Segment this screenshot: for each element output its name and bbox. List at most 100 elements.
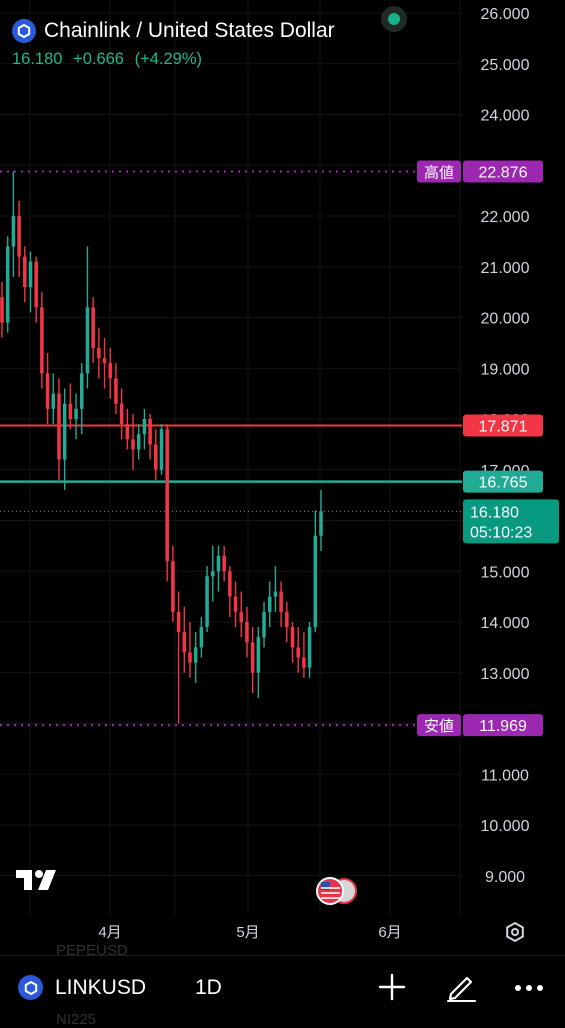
candle-body [79,373,84,409]
candle-body [45,373,50,409]
price-chart[interactable]: 26.00025.00024.00023.00022.00021.00020.0… [0,0,565,955]
candle-body [273,591,278,597]
candle-body [267,596,272,612]
candle-body [148,419,152,445]
bottom-toolbar [0,955,565,1025]
plus-icon[interactable] [377,972,407,1002]
candle-body [250,642,255,673]
candle-body [302,657,306,668]
pen-icon[interactable] [445,970,477,1002]
candle-body [119,403,124,425]
candle-body [171,561,175,612]
tradingview-logo[interactable] [16,868,62,897]
high-price-tag-bg [463,160,543,183]
chainlink-icon [12,19,36,43]
price-summary: 16.180 +0.666 (+4.29%) [12,50,445,69]
chart-header: Chainlink / United States Dollar 16.180 … [12,14,445,69]
y-tick-label: 24.000 [481,108,530,125]
candle-body [296,647,300,658]
red-line-value: 17.871 [479,419,528,436]
candle-body [245,622,249,643]
candle-body [102,358,107,364]
high-tag-bg [417,160,461,183]
candle-body [154,444,158,470]
high-price-value: 22.876 [479,165,528,182]
candle-body [74,408,78,419]
x-tick-label: 5月 [236,924,259,941]
x-tick-label: 4月 [98,924,121,941]
candle-body [233,596,238,612]
candle-body [205,576,209,628]
candle-body [11,216,16,247]
high-tag-label: 高値 [424,165,454,182]
last-price-value: 16.180 [470,504,519,521]
candle-body [313,535,318,628]
price-change: +0.666 [73,50,124,68]
candle-body [159,429,164,470]
candle-body [256,637,261,673]
bar-countdown: 05:10:23 [470,524,532,541]
candle-body [193,647,198,663]
candle-body [51,393,56,409]
last-price: 16.180 [12,50,63,68]
candle-body [216,556,221,572]
price-change-percent: (+4.29%) [134,50,203,68]
candle-body [97,347,101,359]
settings-icon-hub [511,928,519,936]
y-tick-label: 20.000 [481,311,530,328]
candle-body [108,363,112,379]
symbol-button[interactable]: LINKUSD [55,976,147,999]
candle-body [319,511,323,536]
x-tick-label: 6月 [378,924,401,941]
candle-body [211,571,215,577]
low-tag-bg [417,714,461,737]
candle-body [28,261,33,288]
y-tick-label: 25.000 [481,57,530,74]
flag-front [316,877,344,905]
candle-body [279,591,283,612]
candle-body [262,611,266,638]
candle-body [136,434,141,450]
settings-icon [506,921,524,943]
candle-body [91,307,95,348]
interval-button[interactable]: 1D [195,976,222,999]
candle-body [17,216,21,257]
candle-body [199,627,204,648]
y-tick-label: 11.000 [481,767,529,784]
candle-body [188,652,192,663]
y-tick-label: 19.000 [481,361,530,378]
flag-canton [321,882,330,890]
red-line-tag-bg [463,414,543,437]
green-line-tag-bg [463,470,543,493]
y-tick-label: 9.000 [485,869,525,886]
candle-body [68,403,73,419]
y-tick-label: 14.000 [481,615,530,632]
symbol-title[interactable]: Chainlink / United States Dollar [44,19,335,42]
settings-icon-shape [506,921,524,943]
us-flag-icon [316,877,357,905]
y-tick-label: 22.000 [481,209,530,226]
candle-body [239,611,244,622]
candle-body [131,439,135,450]
candle-body [165,429,169,562]
candle-body [23,256,27,288]
chainlink-icon[interactable] [18,975,43,1000]
candle-body [34,261,38,308]
watchlist-next-symbol[interactable]: NI225 [56,1011,97,1028]
y-tick-label: 13.000 [481,666,530,683]
candle-body [182,632,187,653]
y-tick-label: 21.000 [481,260,530,277]
candle-body [222,556,226,572]
watchlist-prev-symbol[interactable]: PEPEUSD [56,942,128,959]
candle-body [290,627,295,648]
live-dot-icon[interactable] [381,6,407,32]
candle-body [5,246,10,323]
candle-body [40,307,44,374]
y-tick-label: 26.000 [481,6,530,23]
y-tick-label: 10.000 [481,818,530,835]
y-tick-label: 15.000 [481,564,530,581]
last-price-tag-bg [463,499,559,544]
candle-body [0,297,4,323]
more-icon[interactable] [512,972,546,1002]
low-price-value: 11.969 [479,718,527,735]
